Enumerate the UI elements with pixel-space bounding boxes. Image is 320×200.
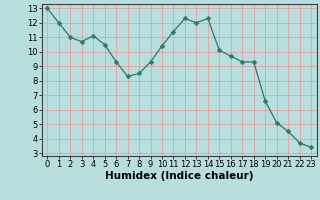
X-axis label: Humidex (Indice chaleur): Humidex (Indice chaleur) (105, 171, 253, 181)
